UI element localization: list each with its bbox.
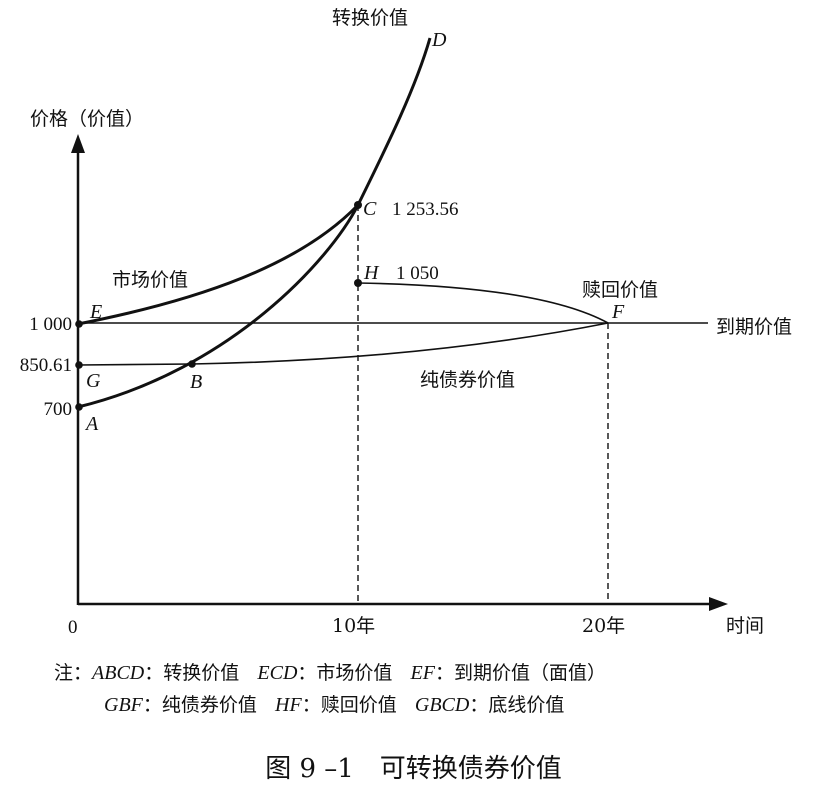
point-label-H: H — [363, 262, 380, 284]
note-text: 纯债券价值 — [161, 694, 257, 716]
figure-caption: 图 9 –1 可转换债券价值 — [265, 754, 562, 784]
note-key: HF — [275, 694, 302, 716]
label-conversion-value: 转换价值 — [332, 7, 408, 29]
market-value-curve — [77, 203, 360, 326]
note-text: 赎回价值 — [320, 694, 397, 716]
note-line-1: 注：ABCD：转换价值 ECD：市场价值 EF：到期价值（面值） — [54, 658, 606, 688]
point-label-A: A — [84, 413, 99, 435]
conversion-curve — [77, 37, 432, 409]
note-key: GBF — [104, 694, 143, 716]
note-sep: ： — [434, 662, 454, 684]
note-sep: ： — [142, 694, 162, 716]
label-market-value: 市场价值 — [112, 269, 188, 291]
point-label-G: G — [86, 370, 101, 392]
note-sep: ： — [301, 694, 321, 716]
point-value-C: 1 253.56 — [392, 199, 459, 220]
note-text: 底线价值 — [488, 694, 565, 716]
x-axis-arrow — [709, 597, 728, 611]
label-redemption-value: 赎回价值 — [582, 279, 658, 301]
note-key: ABCD — [92, 662, 145, 684]
label-maturity-value: 到期价值 — [716, 316, 792, 338]
point-label-C: C — [363, 198, 377, 220]
point-marker-B — [188, 360, 196, 368]
point-marker-C — [354, 201, 362, 209]
straight-bond-curve — [77, 322, 609, 366]
note-sep: ： — [297, 662, 317, 684]
note-text: 市场价值 — [316, 662, 393, 684]
note-sep: ： — [469, 694, 489, 716]
x-tick-20yr: 20年 — [582, 615, 625, 637]
y-axis-label: 价格（价值） — [30, 108, 144, 130]
point-marker-E — [75, 320, 83, 328]
y-value-850: 850.61 — [20, 355, 72, 376]
note-key: GBCD — [414, 694, 470, 716]
origin-label: 0 — [68, 617, 78, 638]
y-axis-arrow — [71, 134, 85, 153]
note-text: 转换价值 — [163, 662, 240, 684]
point-marker-A — [75, 403, 83, 411]
x-tick-10yr: 10年 — [332, 615, 375, 637]
note-sep: ： — [144, 662, 164, 684]
note-text: 到期价值（面值） — [454, 662, 607, 684]
note-line-2: GBF：纯债券价值 HF：赎回价值 GBCD：底线价值 — [104, 690, 564, 720]
point-value-H: 1 050 — [396, 263, 439, 284]
point-label-D: D — [431, 29, 447, 51]
point-label-F: F — [611, 301, 625, 323]
label-straight-bond-value: 纯债券价值 — [420, 369, 515, 391]
note-prefix: 注： — [54, 662, 93, 684]
point-label-E: E — [89, 301, 102, 323]
redemption-curve — [357, 282, 609, 324]
y-value-700: 700 — [44, 399, 73, 420]
point-marker-H — [354, 279, 362, 287]
note-key: ECD — [257, 662, 298, 684]
point-marker-G — [75, 361, 83, 369]
note-key: EF — [410, 662, 435, 684]
y-value-1000: 1 000 — [29, 314, 72, 335]
point-label-B: B — [190, 371, 202, 393]
x-axis-label: 时间 — [726, 615, 764, 637]
